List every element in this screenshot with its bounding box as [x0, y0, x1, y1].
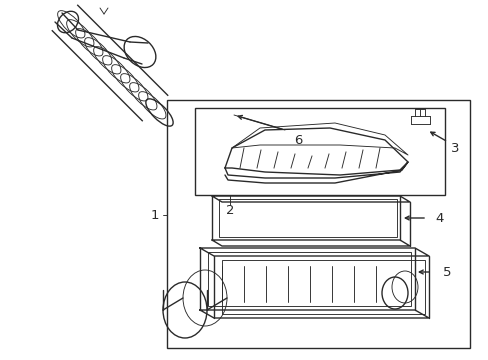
Bar — [222, 260, 424, 314]
Bar — [195, 108, 444, 195]
Bar — [207, 252, 410, 306]
Text: 4: 4 — [435, 212, 443, 225]
Text: 5: 5 — [442, 266, 450, 279]
Bar — [167, 100, 469, 348]
Bar — [219, 199, 396, 237]
Text: 2: 2 — [225, 203, 234, 216]
Text: 6: 6 — [293, 134, 302, 147]
Text: 1: 1 — [150, 208, 159, 221]
Text: 3: 3 — [450, 141, 458, 154]
